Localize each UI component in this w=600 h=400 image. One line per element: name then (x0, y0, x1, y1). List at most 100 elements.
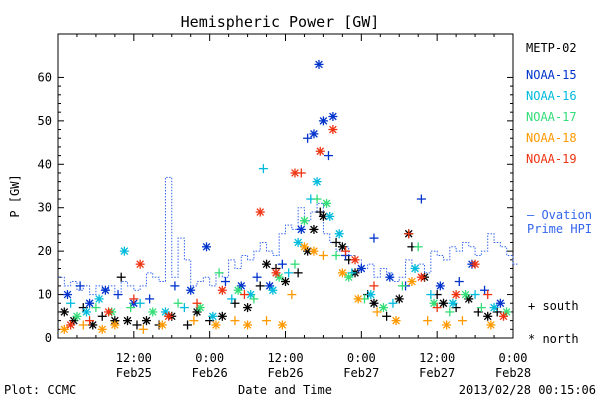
data-point-north (236, 281, 246, 291)
data-point-south (75, 281, 85, 291)
data-point-north (148, 307, 158, 317)
data-point-south (227, 294, 237, 304)
ovation-prime-series (58, 176, 514, 296)
legend-entry: NOAA-15 (526, 68, 577, 82)
data-point-south (284, 268, 294, 278)
data-point-north (350, 255, 360, 265)
data-point-south (230, 316, 240, 326)
data-point-north (442, 320, 452, 330)
data-point-north (299, 242, 309, 252)
data-point-north (157, 320, 167, 330)
data-point-south (189, 316, 199, 326)
data-point-north (448, 298, 458, 308)
x-tick-label-time: 12:00 (267, 351, 303, 365)
y-tick-label: 10 (38, 288, 52, 302)
data-point-north (385, 272, 395, 282)
data-point-north (318, 211, 328, 221)
data-point-north (483, 311, 493, 321)
data-point-south (129, 294, 139, 304)
x-tick-label-date: Feb27 (419, 366, 455, 380)
data-point-south (287, 290, 297, 300)
data-point-south (476, 303, 486, 313)
data-point-south (192, 298, 202, 308)
data-point-south (413, 242, 423, 252)
y-tick-label: 50 (38, 114, 52, 128)
data-point-south (303, 133, 313, 143)
data-point-south (113, 290, 123, 300)
data-point-north (407, 277, 417, 287)
data-point-north (325, 211, 335, 221)
data-point-south (214, 268, 224, 278)
ovation-step-line (58, 176, 514, 296)
data-point-north (353, 294, 363, 304)
x-tick-label-time: 12:00 (116, 351, 152, 365)
data-point-north (119, 246, 129, 256)
data-point-south (432, 303, 442, 313)
data-point-north (255, 207, 265, 217)
data-point-north (314, 59, 324, 69)
data-point-north (416, 272, 426, 282)
data-point-south (66, 298, 76, 308)
data-point-north (97, 324, 107, 334)
data-point-south (170, 281, 180, 291)
data-point-north (208, 311, 218, 321)
data-point-north (464, 294, 474, 304)
ovation-legend-line2: Prime HPI (527, 222, 592, 236)
data-point-south (255, 281, 265, 291)
data-point-north (217, 285, 227, 295)
data-point-north (299, 216, 309, 226)
legend: METP-02 NOAA-15 NOAA-16 NOAA-17 NOAA-18 NOAA-… (513, 41, 577, 265)
data-point-north (141, 316, 151, 326)
data-point-south (382, 311, 392, 321)
data-point-north (315, 146, 325, 156)
y-tick-label: 0 (45, 331, 52, 345)
data-point-north (271, 268, 281, 278)
data-point-north (217, 311, 227, 321)
data-point-north (328, 125, 338, 135)
data-point-north (356, 264, 366, 274)
satellite-data-points (59, 59, 512, 334)
x-axis: 12:00Feb250:00Feb2612:00Feb260:00Feb2712… (57, 34, 531, 380)
data-point-north (312, 177, 322, 187)
data-point-north (62, 290, 72, 300)
data-point-south (135, 298, 145, 308)
data-point-south (296, 168, 306, 178)
data-point-south (138, 324, 148, 334)
x-tick-label-date: Feb26 (192, 366, 228, 380)
data-point-south (423, 316, 433, 326)
data-point-north (293, 237, 303, 247)
data-point-south (388, 298, 398, 308)
legend-entry: NOAA-19 (526, 152, 577, 166)
data-point-south (404, 229, 414, 239)
data-point-south (341, 246, 351, 256)
plot-timestamp: 2013/02/28 00:15:06 (459, 383, 596, 397)
data-point-north (489, 303, 499, 313)
x-tick-label-time: 0:00 (347, 351, 376, 365)
data-point-north (123, 316, 133, 326)
data-point-south (369, 281, 379, 291)
data-point-north (344, 272, 354, 282)
data-point-north (243, 303, 253, 313)
data-point-north (378, 303, 388, 313)
data-point-south (277, 259, 287, 269)
data-point-south (416, 194, 426, 204)
plot-frame (57, 33, 514, 339)
data-point-north (164, 311, 174, 321)
data-point-north (410, 264, 420, 274)
data-point-south (331, 237, 341, 247)
data-point-north (59, 324, 69, 334)
marker-legend-south: + south (528, 299, 579, 313)
data-point-north (429, 298, 439, 308)
y-tick-label: 30 (38, 201, 52, 215)
data-point-south (426, 290, 436, 300)
data-point-south (372, 307, 382, 317)
data-point-north (72, 311, 82, 321)
data-point-north (502, 307, 512, 317)
data-point-north (461, 290, 471, 300)
data-point-south (293, 268, 303, 278)
x-tick-label-date: Feb28 (495, 366, 531, 380)
data-point-south (323, 151, 333, 161)
data-point-north (262, 259, 272, 269)
data-point-north (435, 281, 445, 291)
data-point-north (81, 307, 91, 317)
